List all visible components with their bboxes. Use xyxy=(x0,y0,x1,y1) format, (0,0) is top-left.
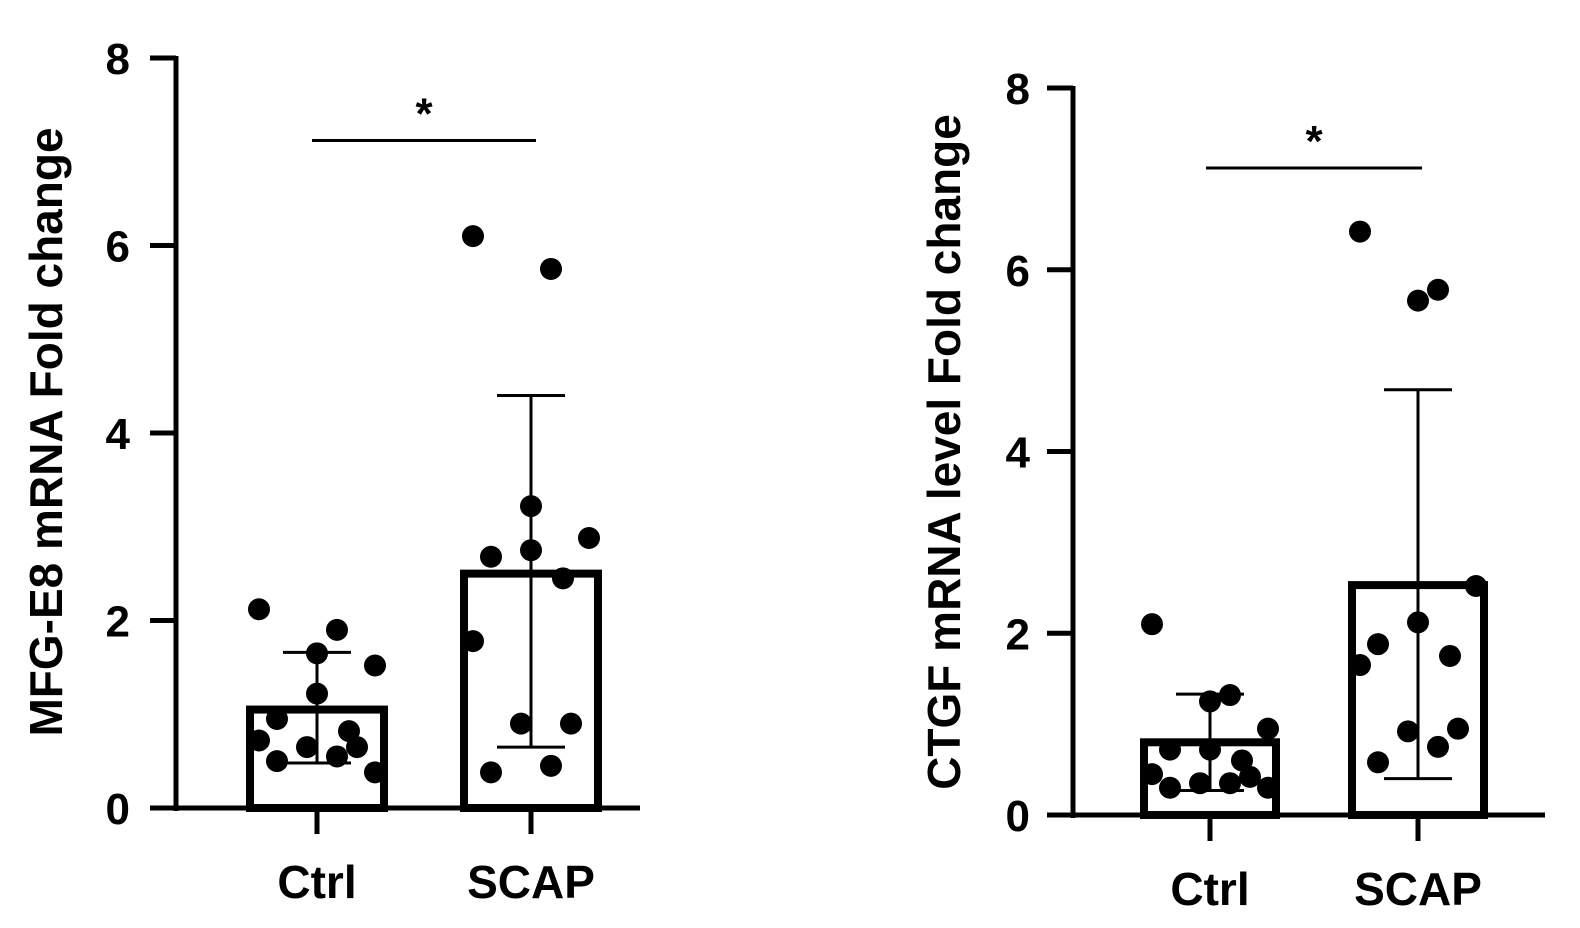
data-point-scap xyxy=(560,712,582,735)
data-point-scap xyxy=(1465,574,1487,597)
data-point-scap xyxy=(1427,735,1449,758)
significance-label: * xyxy=(415,90,433,139)
data-point-ctrl xyxy=(296,736,318,759)
data-point-scap xyxy=(480,545,502,568)
data-point-ctrl xyxy=(346,736,368,759)
data-point-ctrl xyxy=(364,654,386,677)
data-point-scap xyxy=(520,539,542,562)
data-point-ctrl xyxy=(1199,738,1221,761)
data-point-ctrl xyxy=(266,750,288,773)
data-point-scap xyxy=(578,527,600,549)
y-tick-label-2: 2 xyxy=(1006,610,1030,659)
data-point-scap xyxy=(1427,278,1449,301)
data-point-scap xyxy=(480,761,502,784)
y-tick-label-6: 6 xyxy=(106,223,130,272)
ctgf-chart: CTGF mRNA level Fold change * Ctrl SCAP … xyxy=(918,65,1545,915)
data-point-scap xyxy=(520,495,542,518)
x-tick-label-scap: SCAP xyxy=(467,856,595,908)
data-point-scap xyxy=(1447,717,1469,740)
data-point-scap xyxy=(1397,720,1419,743)
significance-label: * xyxy=(1305,117,1323,166)
data-point-ctrl xyxy=(1231,749,1253,772)
data-point-ctrl xyxy=(266,707,288,730)
data-point-scap xyxy=(540,754,562,777)
data-point-scap xyxy=(1349,654,1371,677)
data-point-scap xyxy=(1439,644,1461,667)
y-tick-label-8: 8 xyxy=(106,35,130,84)
y-tick-label-0: 0 xyxy=(106,785,130,834)
data-point-ctrl xyxy=(326,745,348,768)
data-point-ctrl xyxy=(1189,772,1211,795)
data-point-scap xyxy=(510,712,532,735)
data-point-scap xyxy=(552,567,574,590)
data-point-ctrl xyxy=(364,761,386,784)
data-point-ctrl xyxy=(1219,684,1241,707)
data-point-ctrl xyxy=(1141,613,1163,636)
data-point-scap xyxy=(1367,633,1389,656)
data-point-ctrl xyxy=(1159,776,1181,799)
data-point-scap xyxy=(1407,611,1429,634)
x-tick-label-ctrl: Ctrl xyxy=(277,856,356,908)
y-tick-label-4: 4 xyxy=(106,410,131,459)
data-point-ctrl xyxy=(306,682,328,705)
data-point-ctrl xyxy=(1257,776,1279,799)
data-point-ctrl xyxy=(1199,690,1221,713)
data-point-ctrl xyxy=(326,618,348,641)
y-axis-label: CTGF mRNA level Fold change xyxy=(918,114,970,790)
data-point-ctrl xyxy=(1159,738,1181,761)
data-point-ctrl xyxy=(1219,772,1241,795)
y-tick-label-6: 6 xyxy=(1006,247,1030,296)
y-tick-label-4: 4 xyxy=(1006,429,1031,478)
data-point-scap xyxy=(1367,751,1389,774)
x-tick-label-scap: SCAP xyxy=(1354,863,1482,915)
y-tick-label-2: 2 xyxy=(106,598,130,647)
data-point-ctrl xyxy=(306,642,328,665)
data-point-ctrl xyxy=(248,729,270,752)
mfg-e8-chart: MFG-E8 mRNA Fold change * Ctrl SCAP 0 2 4 6… xyxy=(20,35,640,908)
data-point-scap xyxy=(462,225,484,248)
y-tick-label-0: 0 xyxy=(1006,792,1030,841)
data-point-ctrl xyxy=(1141,763,1163,786)
data-point-scap xyxy=(1407,289,1429,312)
data-point-ctrl xyxy=(1239,765,1261,788)
data-point-ctrl xyxy=(248,598,270,621)
data-point-scap xyxy=(462,630,484,653)
data-point-scap xyxy=(1349,220,1371,243)
y-axis-label: MFG-E8 mRNA Fold change xyxy=(20,127,72,736)
x-tick-label-ctrl: Ctrl xyxy=(1170,863,1249,915)
y-tick-label-8: 8 xyxy=(1006,65,1030,114)
data-point-ctrl xyxy=(1257,717,1279,740)
data-point-scap xyxy=(540,257,562,280)
